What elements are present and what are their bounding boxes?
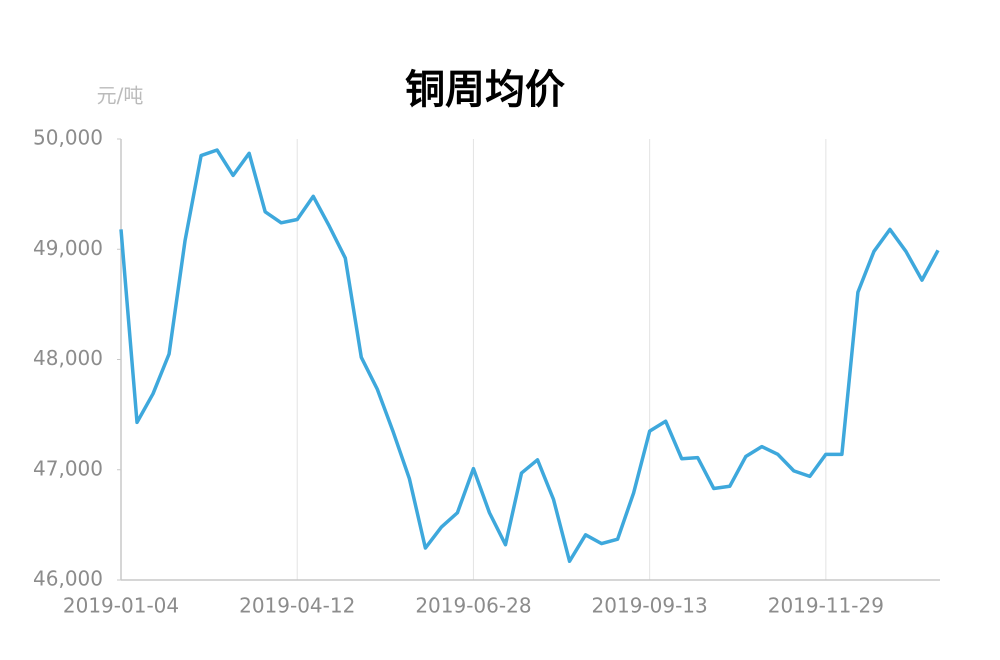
x-tick-label: 2019-06-28 <box>415 594 531 618</box>
x-tick-label: 2019-09-13 <box>592 594 708 618</box>
x-tick-label: 2019-11-29 <box>768 594 884 618</box>
y-tick-label: 46,000 <box>33 567 103 591</box>
x-tick-label: 2019-04-12 <box>239 594 355 618</box>
y-tick-label: 47,000 <box>33 456 103 480</box>
chart-title: 铜周均价 <box>405 67 565 113</box>
y-axis-label: 元/吨 <box>97 84 144 108</box>
y-tick-label: 50,000 <box>33 126 103 150</box>
y-tick-label: 48,000 <box>33 346 103 370</box>
y-tick-label: 49,000 <box>33 236 103 260</box>
data-line <box>119 148 940 564</box>
x-tick-label: 2019-01-04 <box>63 594 179 618</box>
